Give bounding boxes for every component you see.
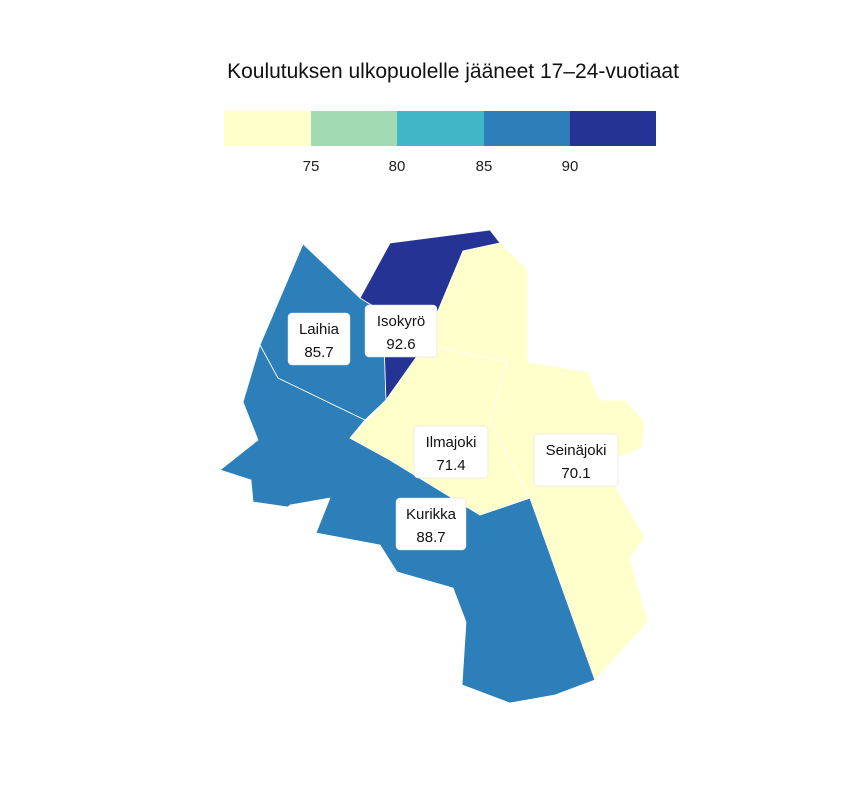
region-value: 92.6 — [386, 336, 415, 353]
label-box — [533, 433, 619, 487]
label-seinajoki: Seinäjoki 70.1 — [533, 433, 619, 487]
legend-swatch-4 — [484, 111, 570, 146]
legend-swatch-3 — [397, 111, 484, 146]
legend-tick-label: 75 — [303, 158, 320, 175]
label-box — [395, 497, 467, 551]
region-value: 85.7 — [304, 344, 333, 361]
region-labels: Laihia 85.7 Isokyrö 92.6 Ilmajoki 71.4 S… — [287, 304, 619, 551]
map-title: Koulutuksen ulkopuolelle jääneet 17–24-v… — [227, 60, 679, 83]
region-name: Isokyrö — [377, 313, 425, 330]
label-isokyro: Isokyrö 92.6 — [364, 304, 438, 358]
region-name: Ilmajoki — [426, 434, 477, 451]
legend-swatch-5 — [570, 111, 656, 146]
label-kurikka: Kurikka 88.7 — [395, 497, 467, 551]
region-value: 70.1 — [561, 465, 590, 482]
label-box — [413, 425, 489, 479]
label-box — [364, 304, 438, 358]
region-name: Laihia — [299, 321, 340, 338]
legend-tick-label: 90 — [562, 158, 579, 175]
legend-tick-label: 85 — [476, 158, 493, 175]
legend-tick-label: 80 — [389, 158, 406, 175]
label-laihia: Laihia 85.7 — [287, 312, 351, 366]
region-value: 88.7 — [416, 529, 445, 546]
legend: 75 80 85 90 — [224, 111, 656, 175]
region-name: Kurikka — [406, 506, 457, 523]
region-name: Seinäjoki — [546, 442, 607, 459]
label-box — [287, 312, 351, 366]
label-ilmajoki: Ilmajoki 71.4 — [413, 425, 489, 479]
region-value: 71.4 — [436, 457, 465, 474]
legend-swatch-2 — [311, 111, 397, 146]
legend-swatch-1 — [224, 111, 311, 146]
